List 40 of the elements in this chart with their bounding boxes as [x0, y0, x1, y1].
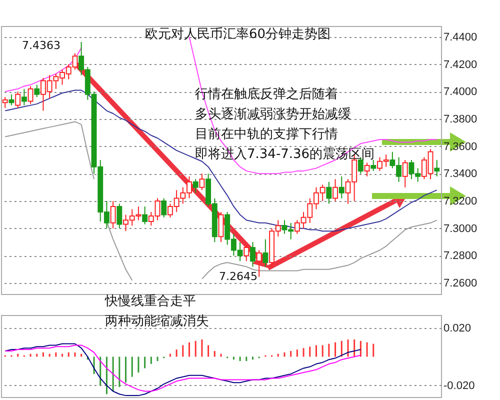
annotation: 7.2645 [219, 269, 258, 285]
candlestick [256, 250, 262, 278]
candlestick [199, 173, 205, 191]
y-tick-label: 7.3400 [444, 168, 478, 180]
candlestick [250, 242, 256, 268]
candlestick [8, 94, 14, 106]
candlestick [2, 96, 8, 109]
candlestick [142, 206, 148, 225]
candlestick [28, 86, 34, 104]
chart-title: 欧元对人民币汇率60分钟走势图 [145, 26, 331, 44]
candlestick [370, 160, 376, 172]
candlestick [218, 211, 224, 243]
candlestick [338, 176, 344, 199]
annotation: 快慢线重合走平 [105, 293, 196, 311]
candlestick [434, 160, 440, 177]
y-tick-label: 0.020 [444, 322, 472, 334]
candlestick [15, 91, 21, 109]
candlestick [34, 84, 40, 98]
y-tick-label: 7.2800 [444, 250, 478, 262]
y-tick-label: -0.020 [444, 380, 475, 392]
candlestick [116, 203, 122, 229]
candlestick [21, 88, 27, 106]
candlestick [161, 198, 167, 218]
annotation: 7.4363 [22, 38, 60, 54]
candlestick [244, 244, 250, 262]
y-tick-label: 7.4000 [444, 86, 478, 98]
candlestick [110, 200, 116, 229]
candlestick [326, 181, 332, 204]
y-tick-label: 7.4400 [444, 31, 478, 44]
candlestick [262, 238, 268, 268]
candlestick [402, 160, 408, 188]
y-tick-label: 7.3000 [444, 222, 478, 235]
annotation: 多头逐渐减弱涨势开始减缓 [195, 106, 351, 124]
candlestick [364, 162, 370, 177]
candlestick [332, 178, 338, 202]
candlestick [192, 178, 198, 194]
y-tick-label: 7.2600 [444, 278, 478, 290]
y-tick-label: 7.3800 [444, 113, 478, 126]
y-tick-label: 7.4200 [444, 58, 478, 71]
annotation: 两种动能缩减消失 [105, 313, 209, 331]
